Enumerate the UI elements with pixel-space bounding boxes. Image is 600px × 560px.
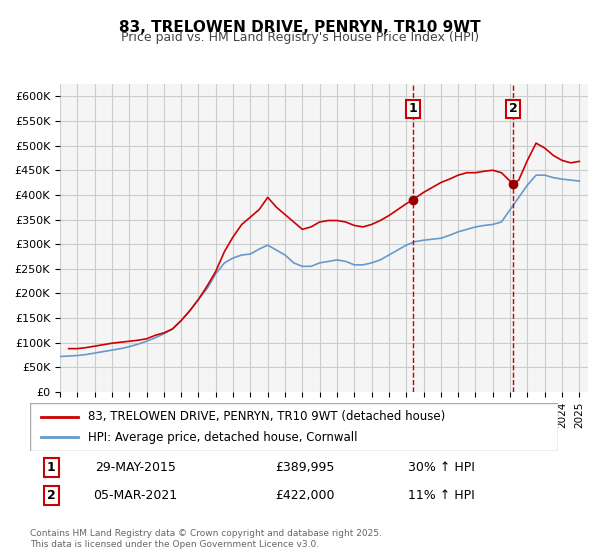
Text: £422,000: £422,000 [275, 489, 334, 502]
Text: 1: 1 [47, 461, 55, 474]
Text: 29-MAY-2015: 29-MAY-2015 [95, 461, 176, 474]
Text: 83, TRELOWEN DRIVE, PENRYN, TR10 9WT (detached house): 83, TRELOWEN DRIVE, PENRYN, TR10 9WT (de… [88, 410, 445, 423]
Text: Price paid vs. HM Land Registry's House Price Index (HPI): Price paid vs. HM Land Registry's House … [121, 31, 479, 44]
Text: 1: 1 [409, 102, 418, 115]
Text: 2: 2 [509, 102, 517, 115]
Text: Contains HM Land Registry data © Crown copyright and database right 2025.
This d: Contains HM Land Registry data © Crown c… [30, 529, 382, 549]
Text: 2: 2 [47, 489, 55, 502]
Text: HPI: Average price, detached house, Cornwall: HPI: Average price, detached house, Corn… [88, 431, 358, 444]
Text: 11% ↑ HPI: 11% ↑ HPI [409, 489, 475, 502]
Text: 05-MAR-2021: 05-MAR-2021 [94, 489, 178, 502]
Text: 30% ↑ HPI: 30% ↑ HPI [409, 461, 475, 474]
Text: 83, TRELOWEN DRIVE, PENRYN, TR10 9WT: 83, TRELOWEN DRIVE, PENRYN, TR10 9WT [119, 20, 481, 35]
FancyBboxPatch shape [30, 403, 558, 451]
Text: £389,995: £389,995 [275, 461, 334, 474]
